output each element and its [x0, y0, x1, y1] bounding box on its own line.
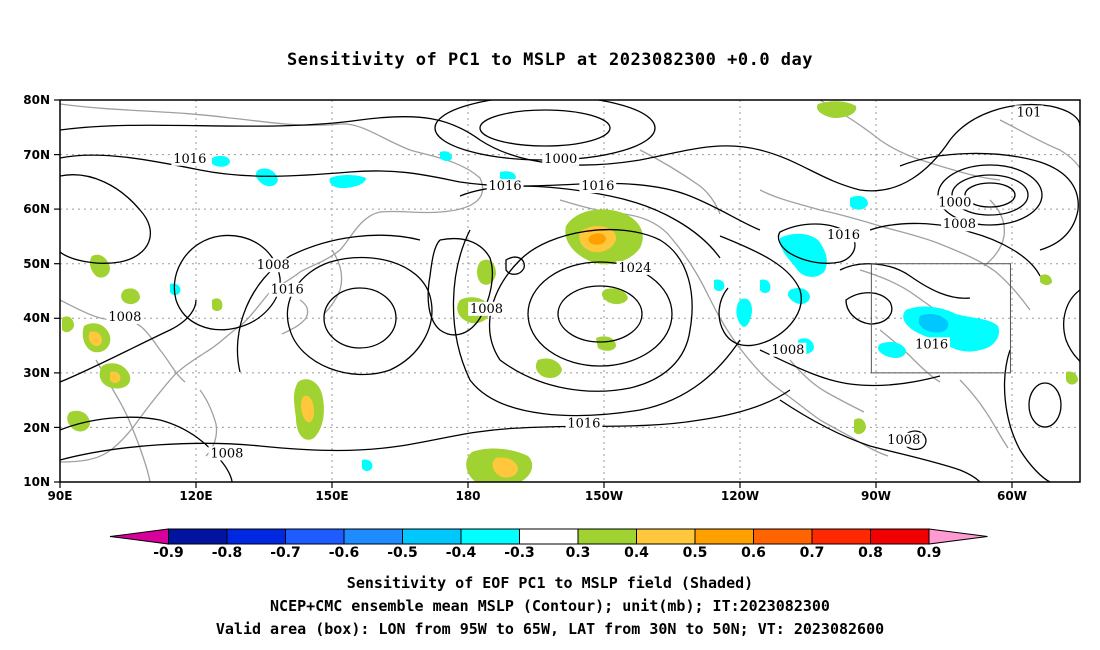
- colorbar-label: 0.4: [624, 545, 649, 561]
- contour-label: 1016: [271, 283, 304, 298]
- colorbar-label: 0.8: [858, 545, 883, 561]
- lat-label: 30N: [23, 366, 50, 380]
- contour-label-bg: [941, 217, 978, 232]
- contour-label-bg: [468, 301, 505, 316]
- contour-label-bg: [268, 282, 306, 297]
- tick-marks: [54, 99, 1013, 488]
- colorbar-label: -0.6: [329, 545, 360, 561]
- contour-label: 1016: [489, 179, 522, 194]
- contour-label: 101: [1017, 105, 1042, 120]
- contour-label: 1008: [943, 217, 976, 232]
- colorbar-label: -0.7: [270, 545, 301, 561]
- valid-area-box: [870, 263, 1011, 374]
- colorbar-arrow-right: [928, 528, 988, 545]
- caption-shaded: Sensitivity of EOF PC1 to MSLP field (Sh…: [346, 574, 754, 592]
- contour-label: 1016: [915, 337, 948, 352]
- lat-label: 70N: [23, 148, 50, 162]
- colorbar-label: 0.3: [566, 545, 591, 561]
- sensitivity-shading: [62, 101, 1078, 482]
- contour-label-bg: [825, 228, 862, 243]
- contour-label-bg: [579, 179, 617, 194]
- contour-label-bg: [936, 195, 974, 210]
- contour-label: 1008: [108, 310, 141, 325]
- lat-label: 50N: [23, 257, 50, 271]
- contour-label-bg: [885, 432, 923, 447]
- lon-label: 120W: [721, 489, 759, 503]
- contour-label: 1016: [567, 416, 600, 431]
- colorbar-arrow-left: [109, 528, 169, 545]
- contour-label-bg: [1014, 105, 1044, 120]
- colorbar-segment: [285, 528, 345, 545]
- plot-frame: [59, 99, 1081, 483]
- contour-label: 1000: [544, 152, 577, 167]
- colorbar-segment: [402, 528, 462, 545]
- colorbar-label: 0.6: [741, 545, 766, 561]
- contour-label: 1000: [938, 195, 971, 210]
- lat-label: 20N: [23, 421, 50, 435]
- colorbar-label: 0.7: [800, 545, 825, 561]
- colorbar-segment: [168, 528, 228, 545]
- contour-label: 1024: [618, 261, 651, 276]
- colorbar-segment: [753, 528, 813, 545]
- colorbar-segment: [343, 528, 403, 545]
- contour-label-bg: [106, 310, 144, 325]
- contour-labels: 1000 1016 1016 1016 1000 1008 1016 1008 1024 1016…: [106, 105, 1044, 461]
- contour-label: 1008: [210, 446, 243, 461]
- contour-label: 1016: [827, 228, 860, 243]
- colorbar-segment: [226, 528, 286, 545]
- contour-label: 1008: [257, 258, 290, 273]
- colorbar-segment: [694, 528, 754, 545]
- colorbar-label: 0.5: [683, 545, 708, 561]
- contour-label-bg: [565, 416, 603, 431]
- contour-label: 1008: [470, 302, 503, 317]
- colorbar-label: -0.9: [153, 545, 184, 561]
- lat-label: 40N: [23, 311, 50, 325]
- colorbar-label: -0.5: [387, 545, 418, 561]
- contour-label-bg: [254, 258, 292, 273]
- colorbar-segment: [460, 528, 520, 545]
- lon-label: 150W: [585, 489, 623, 503]
- lon-label: 60W: [997, 489, 1027, 503]
- lat-label: 80N: [23, 93, 50, 107]
- longitude-labels: 90E 120E 150E 180 150W 120W 90W 60W: [48, 489, 1027, 503]
- mslp-contours: [60, 100, 1080, 482]
- lon-label: 90E: [48, 489, 73, 503]
- colorbar: -0.9 -0.8 -0.7 -0.6 -0.5 -0.4 -0.3 0.3 0.4 0.5 0.6…: [109, 528, 988, 561]
- contour-label-bg: [769, 342, 807, 357]
- colorbar-label: 0.9: [917, 545, 942, 561]
- contour-label-bg: [171, 151, 209, 166]
- lon-label: 120E: [179, 489, 212, 503]
- contour-label-bg: [616, 260, 654, 275]
- contour-label: 1016: [173, 152, 206, 167]
- contour-label-bg: [486, 179, 524, 194]
- lat-label: 60N: [23, 202, 50, 216]
- map-title: Sensitivity of PC1 to MSLP at 2023082300…: [286, 50, 813, 70]
- contour-label-bg: [913, 337, 951, 352]
- colorbar-segment: [577, 528, 637, 545]
- lat-label: 10N: [23, 475, 50, 489]
- caption-contour: NCEP+CMC ensemble mean MSLP (Contour); u…: [270, 597, 830, 615]
- lon-label: 180: [455, 489, 480, 503]
- contour-label: 1016: [581, 179, 614, 194]
- latitude-labels: 80N 70N 60N 50N 40N 30N 20N 10N: [23, 93, 50, 489]
- colorbar-segment: [636, 528, 696, 545]
- lon-label: 150E: [315, 489, 348, 503]
- contour-label: 1008: [771, 343, 804, 358]
- colorbar-segment: [870, 528, 930, 545]
- caption-valid-area: Valid area (box): LON from 95W to 65W, L…: [215, 620, 885, 638]
- colorbar-segment: [519, 528, 579, 545]
- contour-label-bg: [542, 151, 580, 166]
- colorbar-segment: [811, 528, 871, 545]
- contour-label-bg: [208, 446, 246, 461]
- lon-label: 90W: [861, 489, 891, 503]
- contour-label: 1008: [887, 433, 920, 448]
- colorbar-label: -0.8: [212, 545, 243, 561]
- colorbar-label: -0.3: [504, 545, 535, 561]
- colorbar-label: -0.4: [446, 545, 477, 561]
